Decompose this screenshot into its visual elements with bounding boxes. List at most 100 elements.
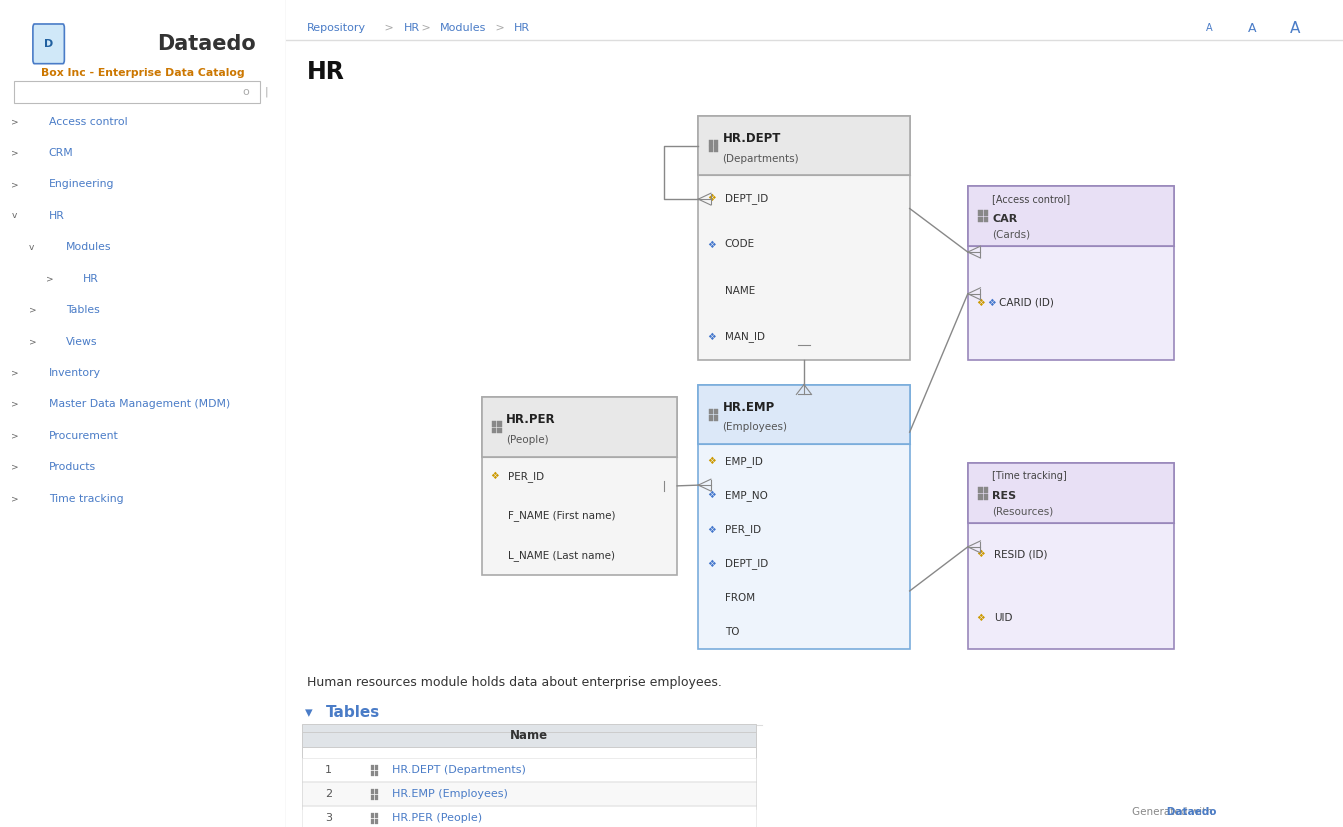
Text: HR.EMP: HR.EMP [723, 401, 775, 414]
Text: A: A [1248, 22, 1256, 35]
FancyBboxPatch shape [375, 771, 377, 776]
FancyBboxPatch shape [968, 463, 1174, 523]
FancyBboxPatch shape [983, 217, 988, 222]
FancyBboxPatch shape [698, 116, 909, 175]
Text: TO: TO [725, 627, 739, 637]
Text: >: > [381, 23, 398, 33]
Text: Time tracking: Time tracking [48, 494, 124, 504]
Text: ❖: ❖ [976, 613, 984, 623]
Text: >: > [418, 23, 434, 33]
Text: Views: Views [66, 337, 97, 347]
FancyBboxPatch shape [714, 146, 719, 152]
Text: Tables: Tables [326, 705, 380, 720]
FancyBboxPatch shape [375, 765, 377, 770]
Text: Products: Products [48, 462, 95, 472]
FancyBboxPatch shape [302, 724, 756, 747]
FancyBboxPatch shape [371, 819, 373, 824]
Text: ❖: ❖ [706, 457, 716, 466]
Text: DEPT_ID: DEPT_ID [725, 193, 768, 203]
FancyBboxPatch shape [375, 819, 377, 824]
FancyBboxPatch shape [371, 771, 373, 776]
Text: >: > [28, 306, 36, 314]
FancyBboxPatch shape [482, 397, 677, 575]
FancyBboxPatch shape [983, 210, 988, 216]
Text: ❖: ❖ [490, 471, 498, 481]
FancyBboxPatch shape [978, 494, 983, 500]
Text: (Resources): (Resources) [992, 507, 1053, 517]
Text: L_NAME (Last name): L_NAME (Last name) [508, 550, 615, 561]
Text: [Access control]: [Access control] [992, 194, 1070, 204]
Text: A: A [1291, 21, 1300, 36]
FancyBboxPatch shape [492, 421, 497, 427]
FancyBboxPatch shape [714, 140, 719, 146]
Text: >: > [12, 369, 19, 377]
Text: HR: HR [83, 274, 99, 284]
FancyBboxPatch shape [497, 421, 502, 427]
Text: Modules: Modules [441, 23, 486, 33]
Text: >: > [492, 23, 509, 33]
Text: ❖: ❖ [706, 332, 716, 342]
Text: >: > [12, 117, 19, 126]
Text: Engineering: Engineering [48, 179, 114, 189]
Text: Modules: Modules [66, 242, 111, 252]
FancyBboxPatch shape [968, 463, 1174, 649]
FancyBboxPatch shape [968, 186, 1174, 360]
Text: HR: HR [403, 23, 419, 33]
FancyBboxPatch shape [978, 217, 983, 222]
Text: 2: 2 [325, 789, 332, 799]
Text: EMP_NO: EMP_NO [725, 490, 768, 501]
FancyBboxPatch shape [698, 385, 909, 444]
Text: >: > [12, 149, 19, 157]
Text: HR: HR [514, 23, 530, 33]
Text: HR.PER (People): HR.PER (People) [392, 813, 482, 823]
Text: ❖: ❖ [706, 240, 716, 250]
FancyBboxPatch shape [983, 487, 988, 493]
Text: 1: 1 [325, 765, 332, 775]
Text: EMP_ID: EMP_ID [725, 456, 763, 466]
Text: UID: UID [994, 613, 1013, 623]
Text: Box Inc - Enterprise Data Catalog: Box Inc - Enterprise Data Catalog [42, 68, 244, 78]
Text: DEPT_ID: DEPT_ID [725, 558, 768, 569]
Text: o: o [243, 87, 250, 97]
Text: >: > [12, 432, 19, 440]
Text: RESID (ID): RESID (ID) [994, 549, 1048, 559]
FancyBboxPatch shape [698, 385, 909, 649]
FancyBboxPatch shape [375, 813, 377, 818]
Text: (Employees): (Employees) [723, 423, 787, 433]
Text: CRM: CRM [48, 148, 74, 158]
FancyBboxPatch shape [709, 415, 713, 421]
Text: (Departments): (Departments) [723, 154, 799, 164]
Text: (Cards): (Cards) [992, 230, 1030, 240]
Text: HR.DEPT: HR.DEPT [723, 132, 780, 145]
FancyBboxPatch shape [709, 146, 713, 152]
FancyBboxPatch shape [371, 795, 373, 800]
FancyBboxPatch shape [371, 765, 373, 770]
Text: MAN_ID: MAN_ID [725, 332, 764, 342]
FancyBboxPatch shape [371, 813, 373, 818]
FancyBboxPatch shape [714, 415, 719, 421]
Text: D: D [44, 39, 54, 49]
Text: >: > [12, 463, 19, 471]
Text: ❖: ❖ [987, 298, 995, 308]
Text: >: > [46, 275, 54, 283]
Text: Repository: Repository [308, 23, 367, 33]
FancyBboxPatch shape [709, 140, 713, 146]
Text: >: > [12, 400, 19, 409]
FancyBboxPatch shape [978, 210, 983, 216]
FancyBboxPatch shape [714, 409, 719, 414]
FancyBboxPatch shape [302, 806, 756, 827]
Text: CAR: CAR [992, 214, 1018, 224]
Text: FROM: FROM [725, 593, 755, 603]
Text: F_NAME (First name): F_NAME (First name) [508, 510, 615, 521]
Text: A: A [1206, 23, 1213, 33]
FancyBboxPatch shape [983, 494, 988, 500]
Text: (People): (People) [506, 435, 548, 445]
Text: ❖: ❖ [706, 490, 716, 500]
Text: ❖: ❖ [976, 549, 984, 559]
FancyBboxPatch shape [375, 789, 377, 794]
Text: Tables: Tables [66, 305, 99, 315]
Text: PER_ID: PER_ID [725, 524, 761, 535]
Text: v: v [12, 212, 17, 220]
FancyBboxPatch shape [497, 428, 502, 433]
Text: Dataedo: Dataedo [1116, 807, 1217, 817]
